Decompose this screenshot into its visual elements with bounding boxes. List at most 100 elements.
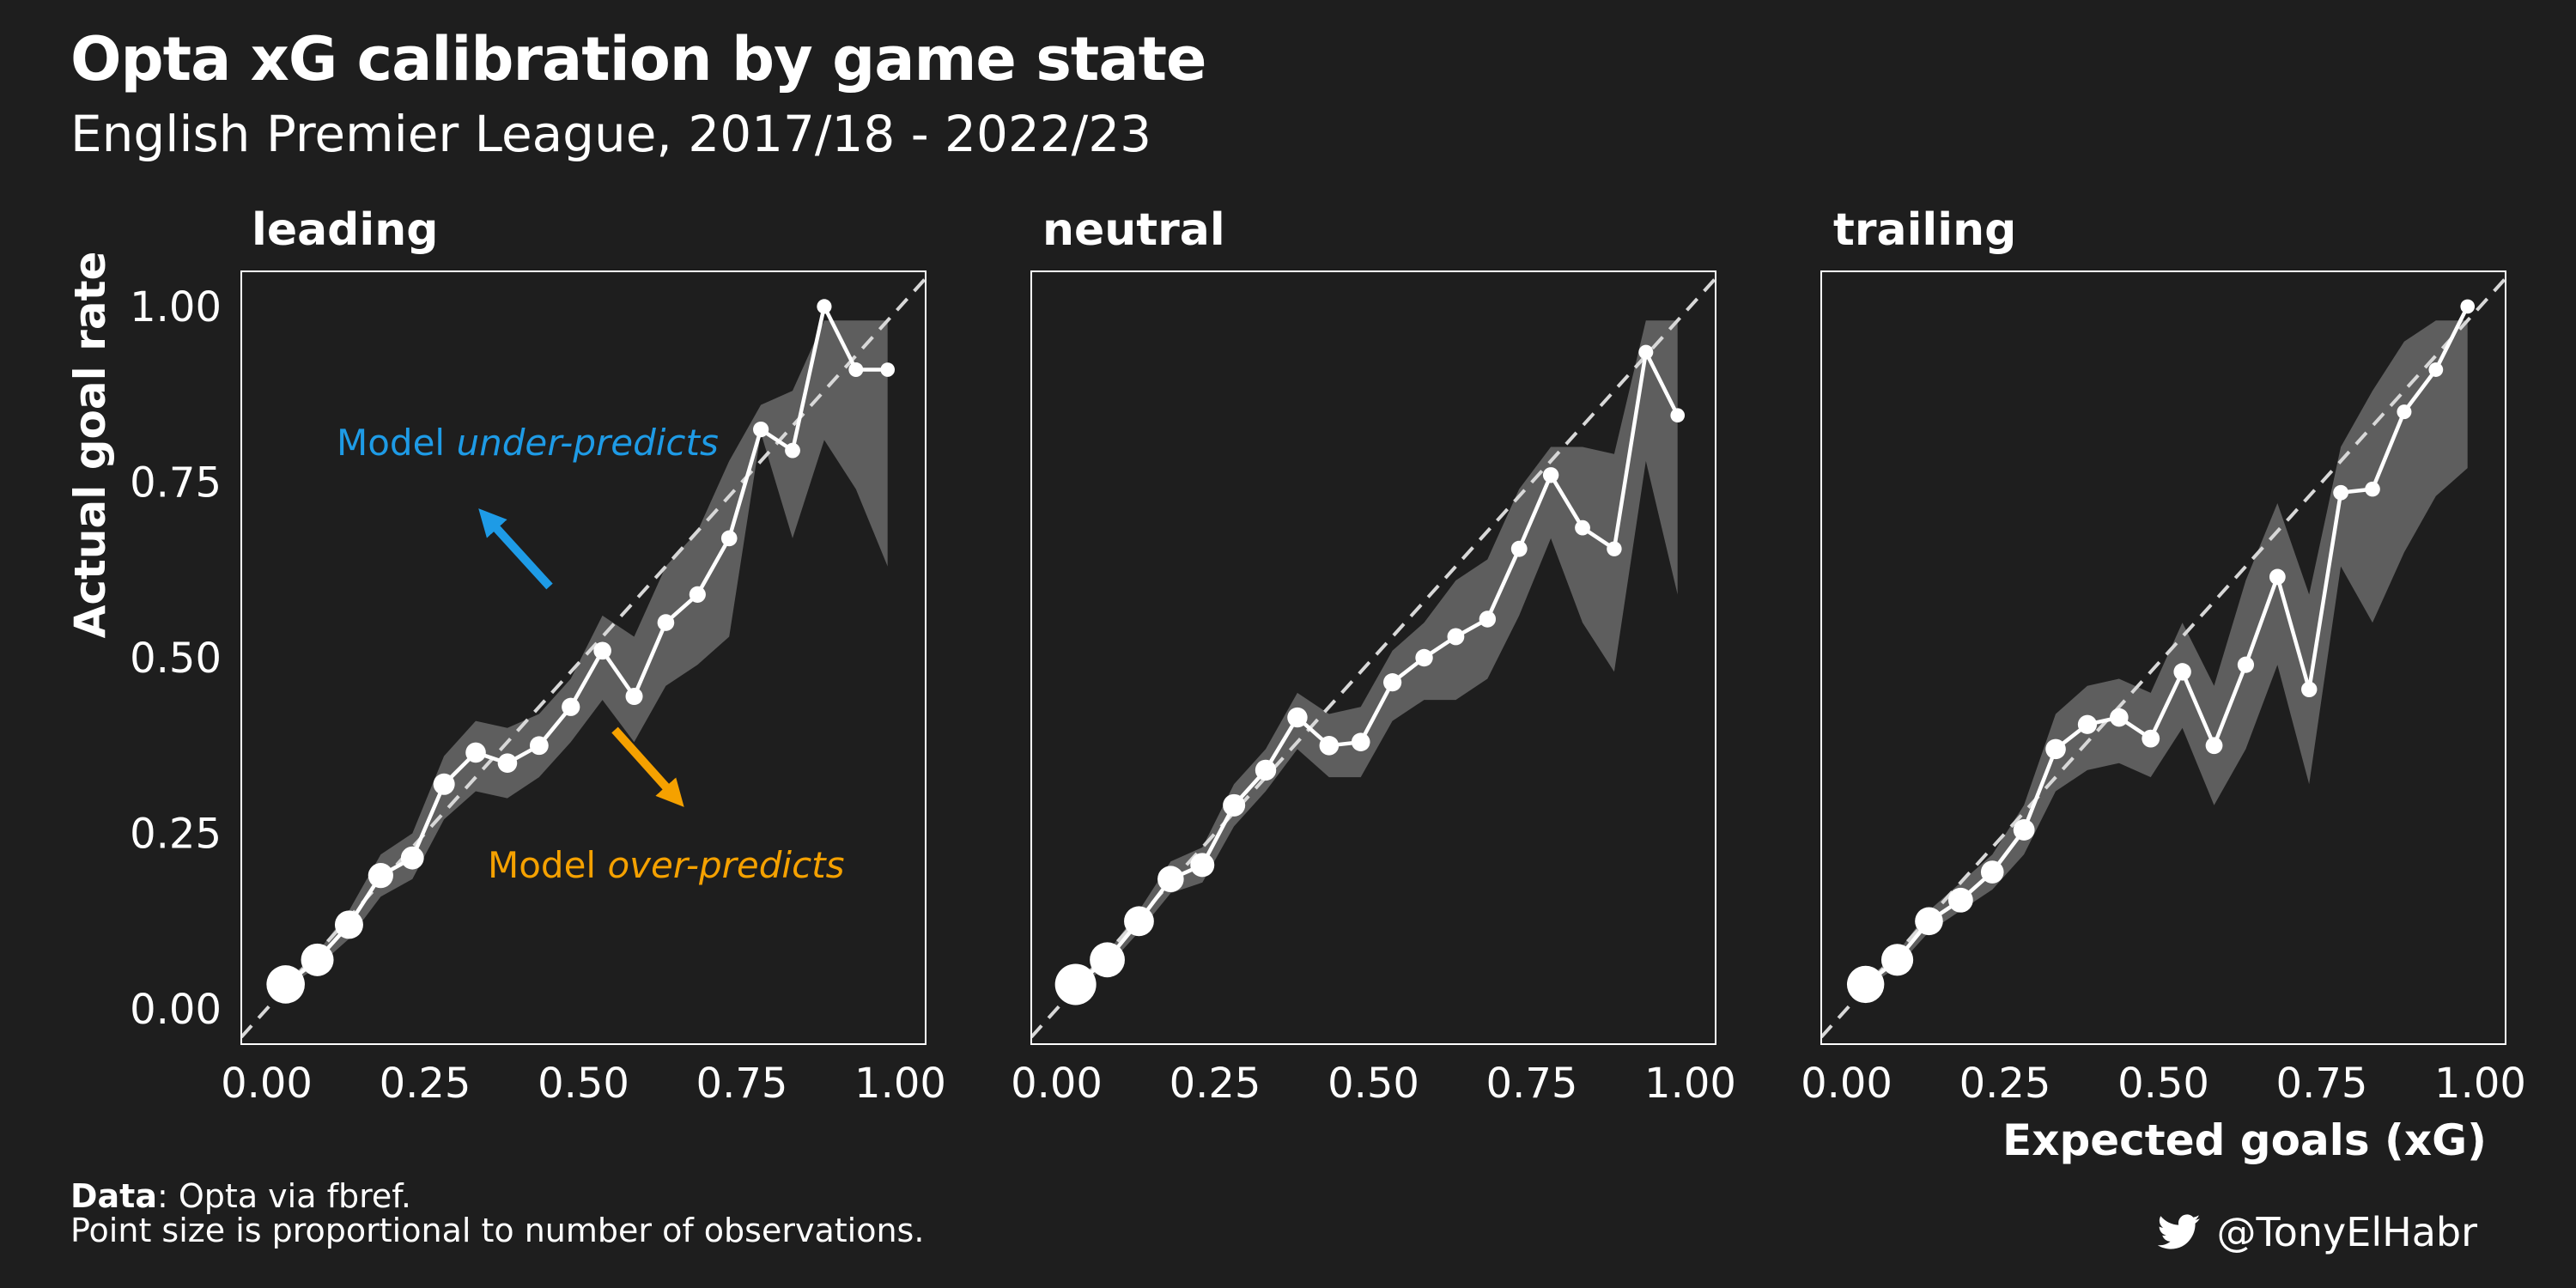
reference-line bbox=[1031, 276, 1716, 1039]
data-point bbox=[817, 299, 832, 314]
data-point bbox=[334, 910, 363, 939]
svg-text:Model over-predicts: Model over-predicts bbox=[488, 844, 845, 886]
x-tick-label: 0.50 bbox=[538, 1060, 629, 1108]
data-point bbox=[2077, 714, 2098, 734]
svg-text:Model under-predicts: Model under-predicts bbox=[337, 422, 719, 464]
data-point bbox=[2428, 362, 2444, 377]
y-tick-label: 1.00 bbox=[130, 283, 222, 331]
panel-border bbox=[1820, 270, 2506, 1045]
data-point bbox=[1607, 541, 1622, 556]
x-axis-label: Expected goals (xG) bbox=[2002, 1115, 2487, 1165]
data-point bbox=[657, 614, 675, 631]
data-point bbox=[1090, 942, 1125, 978]
panel-border bbox=[240, 270, 927, 1045]
facet-label-leading: leading bbox=[252, 204, 439, 256]
caption-point-size-note: Point size is proportional to number of … bbox=[70, 1212, 925, 1249]
x-tick-label: 1.00 bbox=[2434, 1060, 2526, 1108]
x-tick-label: 0.50 bbox=[2117, 1060, 2209, 1108]
caption-data-source: : Opta via fbref. bbox=[157, 1177, 411, 1215]
data-point bbox=[1383, 673, 1402, 692]
panel-content-trailing bbox=[1821, 276, 2506, 1039]
y-tick-label: 0.25 bbox=[130, 811, 222, 859]
data-point bbox=[1255, 759, 1277, 781]
data-point bbox=[1351, 732, 1370, 751]
facet-label-trailing: trailing bbox=[1833, 204, 2017, 256]
data-point bbox=[880, 362, 896, 377]
data-point bbox=[2173, 663, 2191, 681]
chart-subtitle: English Premier League, 2017/18 - 2022/2… bbox=[70, 105, 1152, 163]
twitter-bird-icon bbox=[2158, 1214, 2201, 1249]
panel-neutral: 0.00 0.25 0.50 0.75 1.00 bbox=[1011, 270, 1736, 1108]
chart-title: Opta xG calibration by game state bbox=[70, 24, 1207, 94]
annotation-under-prefix: Model bbox=[337, 422, 456, 464]
x-tick-label: 0.25 bbox=[1959, 1060, 2051, 1108]
x-tick-label: 0.75 bbox=[1486, 1060, 1578, 1108]
data-point bbox=[368, 863, 393, 889]
y-axis-label: Actual goal rate bbox=[65, 252, 115, 639]
data-point bbox=[593, 641, 611, 660]
annotation-over-emph: over-predicts bbox=[607, 844, 844, 886]
data-point bbox=[1124, 906, 1154, 937]
panel-leading: 0.00 0.25 0.50 0.75 1.00 0.00 0.25 0.50 0.75 1.00 bbox=[130, 270, 946, 1108]
x-tick-label: 0.25 bbox=[380, 1060, 471, 1108]
arrow-up-left-icon bbox=[478, 508, 553, 590]
data-point bbox=[2301, 681, 2318, 698]
data-point bbox=[785, 442, 800, 459]
panel-content-neutral bbox=[1031, 276, 1716, 1039]
annotation-under-predicts: Model under-predicts bbox=[337, 422, 719, 590]
data-point bbox=[2333, 484, 2349, 501]
x-tick-label: 1.00 bbox=[854, 1060, 946, 1108]
data-point bbox=[1190, 853, 1215, 878]
data-point bbox=[497, 753, 518, 774]
data-point bbox=[1670, 408, 1686, 423]
data-point bbox=[2045, 738, 2066, 760]
data-point bbox=[2365, 481, 2380, 497]
data-point bbox=[562, 697, 580, 716]
data-point bbox=[2205, 737, 2223, 755]
x-tick-label: 0.50 bbox=[1327, 1060, 1419, 1108]
y-tick-label: 0.00 bbox=[130, 986, 222, 1034]
data-point bbox=[2142, 729, 2160, 748]
panel-content-leading bbox=[241, 276, 926, 1039]
reference-line bbox=[1821, 276, 2506, 1039]
data-point bbox=[529, 736, 549, 756]
data-point bbox=[2237, 656, 2255, 673]
facet-label-neutral: neutral bbox=[1042, 204, 1225, 256]
data-point bbox=[1447, 628, 1465, 646]
panel-trailing: 0.00 0.25 0.50 0.75 1.00 bbox=[1801, 270, 2526, 1108]
x-tick-label: 0.75 bbox=[696, 1060, 788, 1108]
data-point bbox=[400, 846, 424, 870]
caption-data-label: Data bbox=[70, 1177, 157, 1215]
data-point bbox=[2013, 819, 2035, 841]
data-point bbox=[301, 943, 334, 976]
data-point bbox=[1479, 611, 1497, 628]
data-point bbox=[689, 586, 706, 603]
data-point bbox=[848, 362, 864, 378]
data-point bbox=[1846, 965, 1885, 1004]
panel-border bbox=[1030, 270, 1716, 1045]
x-tick-label: 1.00 bbox=[1644, 1060, 1736, 1108]
data-point bbox=[1947, 887, 1973, 913]
data-point bbox=[1415, 648, 1433, 667]
data-point bbox=[1157, 866, 1184, 893]
data-point bbox=[753, 421, 769, 438]
credit-handle: @TonyElHabr bbox=[2216, 1209, 2477, 1255]
data-point bbox=[1880, 944, 1914, 976]
data-point bbox=[1223, 793, 1246, 817]
data-point bbox=[1054, 963, 1097, 1005]
annotation-over-prefix: Model bbox=[488, 844, 607, 886]
data-point bbox=[1575, 519, 1590, 536]
data-point bbox=[266, 965, 305, 1004]
x-tick-label: 0.25 bbox=[1170, 1060, 1261, 1108]
data-point bbox=[1510, 540, 1528, 557]
y-tick-label: 0.75 bbox=[130, 459, 222, 507]
x-tick-label: 0.75 bbox=[2276, 1060, 2368, 1108]
data-point bbox=[1980, 860, 2004, 884]
x-tick-label: 0.00 bbox=[1801, 1060, 1893, 1108]
data-point bbox=[2269, 568, 2286, 586]
annotation-over-predicts: Model over-predicts bbox=[488, 726, 845, 886]
data-point bbox=[1287, 707, 1308, 728]
data-point bbox=[720, 530, 738, 547]
